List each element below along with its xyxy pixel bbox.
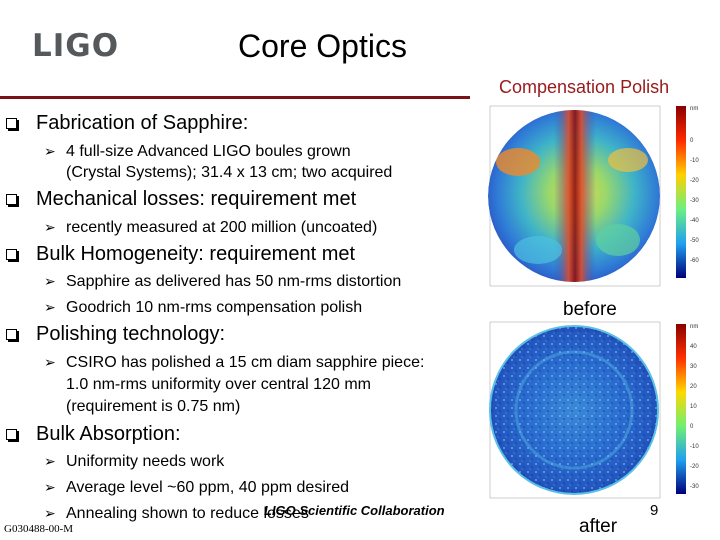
subbullet-text: Average level ~60 ppm, 40 ppm desired bbox=[66, 479, 349, 496]
scale-label: nm bbox=[690, 324, 698, 330]
square-bullet-icon bbox=[6, 118, 17, 129]
subbullet-text: Annealing shown to reduce losses bbox=[66, 505, 309, 522]
color-scale-bar bbox=[676, 106, 686, 278]
subbullet-text: Sapphire as delivered has 50 nm-rms dist… bbox=[66, 273, 402, 290]
scale-label: -40 bbox=[690, 218, 699, 224]
scale-label: -50 bbox=[690, 238, 699, 244]
document-id: G030488-00-M bbox=[4, 523, 74, 535]
slide-title: Core Optics bbox=[238, 28, 407, 64]
scale-label: -10 bbox=[690, 158, 699, 164]
square-bullet-icon bbox=[6, 194, 17, 205]
scale-label: -30 bbox=[690, 484, 699, 490]
bullet-text: Bulk Homogeneity: requirement met bbox=[36, 243, 356, 265]
page-number: 9 bbox=[650, 502, 659, 519]
subbullet-text: Goodrich 10 nm-rms compensation polish bbox=[66, 299, 363, 316]
before-surface-map: nm 0 -10 -20 -30 -40 -50 -60 bbox=[488, 105, 699, 287]
after-caption: after bbox=[579, 516, 618, 537]
subbullet-text: CSIRO has polished a 15 cm diam sapphire… bbox=[66, 354, 425, 371]
scale-label: nm bbox=[690, 106, 698, 112]
scale-label: 0 bbox=[690, 424, 694, 430]
before-caption: before bbox=[563, 299, 617, 320]
scale-label: 30 bbox=[690, 364, 697, 370]
scale-label: -30 bbox=[690, 198, 699, 204]
bullet-text: Bulk Absorption: bbox=[36, 423, 181, 445]
after-surface-map: nm 40 30 20 10 0 -10 -20 -30 bbox=[489, 321, 699, 499]
arrow-bullet-icon: ➢ bbox=[44, 453, 56, 469]
scale-label: 0 bbox=[690, 138, 694, 144]
arrow-bullet-icon: ➢ bbox=[44, 273, 56, 289]
scale-label: 20 bbox=[690, 384, 697, 390]
scale-label: -20 bbox=[690, 464, 699, 470]
scale-label: -20 bbox=[690, 178, 699, 184]
subbullet-text: 1.0 nm-rms uniformity over central 120 m… bbox=[66, 376, 371, 393]
subbullet-text: 4 full-size Advanced LIGO boules grown bbox=[66, 143, 351, 160]
square-bullet-icon bbox=[6, 429, 17, 440]
scale-label: -60 bbox=[690, 258, 699, 264]
arrow-bullet-icon: ➢ bbox=[44, 505, 56, 521]
arrow-bullet-icon: ➢ bbox=[44, 219, 56, 235]
scale-label: -10 bbox=[690, 444, 699, 450]
title-rule bbox=[0, 96, 470, 99]
color-scale-bar bbox=[676, 324, 686, 494]
bullet-text: Fabrication of Sapphire: bbox=[36, 112, 249, 134]
arrow-bullet-icon: ➢ bbox=[44, 354, 56, 370]
ligo-logo: LIGO bbox=[32, 28, 120, 64]
square-bullet-icon bbox=[6, 249, 17, 260]
scale-label: 10 bbox=[690, 404, 697, 410]
subbullet-text: (Crystal Systems); 31.4 x 13 cm; two acq… bbox=[66, 164, 393, 181]
scale-label: 40 bbox=[690, 344, 697, 350]
arrow-bullet-icon: ➢ bbox=[44, 479, 56, 495]
slide-subtitle: Compensation Polish bbox=[499, 77, 670, 97]
bullet-text: Mechanical losses: requirement met bbox=[36, 188, 357, 210]
arrow-bullet-icon: ➢ bbox=[44, 299, 56, 315]
arrow-bullet-icon: ➢ bbox=[44, 143, 56, 159]
square-bullet-icon bbox=[6, 329, 17, 340]
subbullet-text: (requirement is 0.75 nm) bbox=[66, 398, 241, 415]
bullet-text: Polishing technology: bbox=[36, 323, 226, 345]
collaboration-footer: LIGO Scientific Collaboration bbox=[264, 503, 445, 518]
subbullet-text: Uniformity needs work bbox=[66, 453, 225, 470]
subbullet-text: recently measured at 200 million (uncoat… bbox=[66, 219, 378, 236]
